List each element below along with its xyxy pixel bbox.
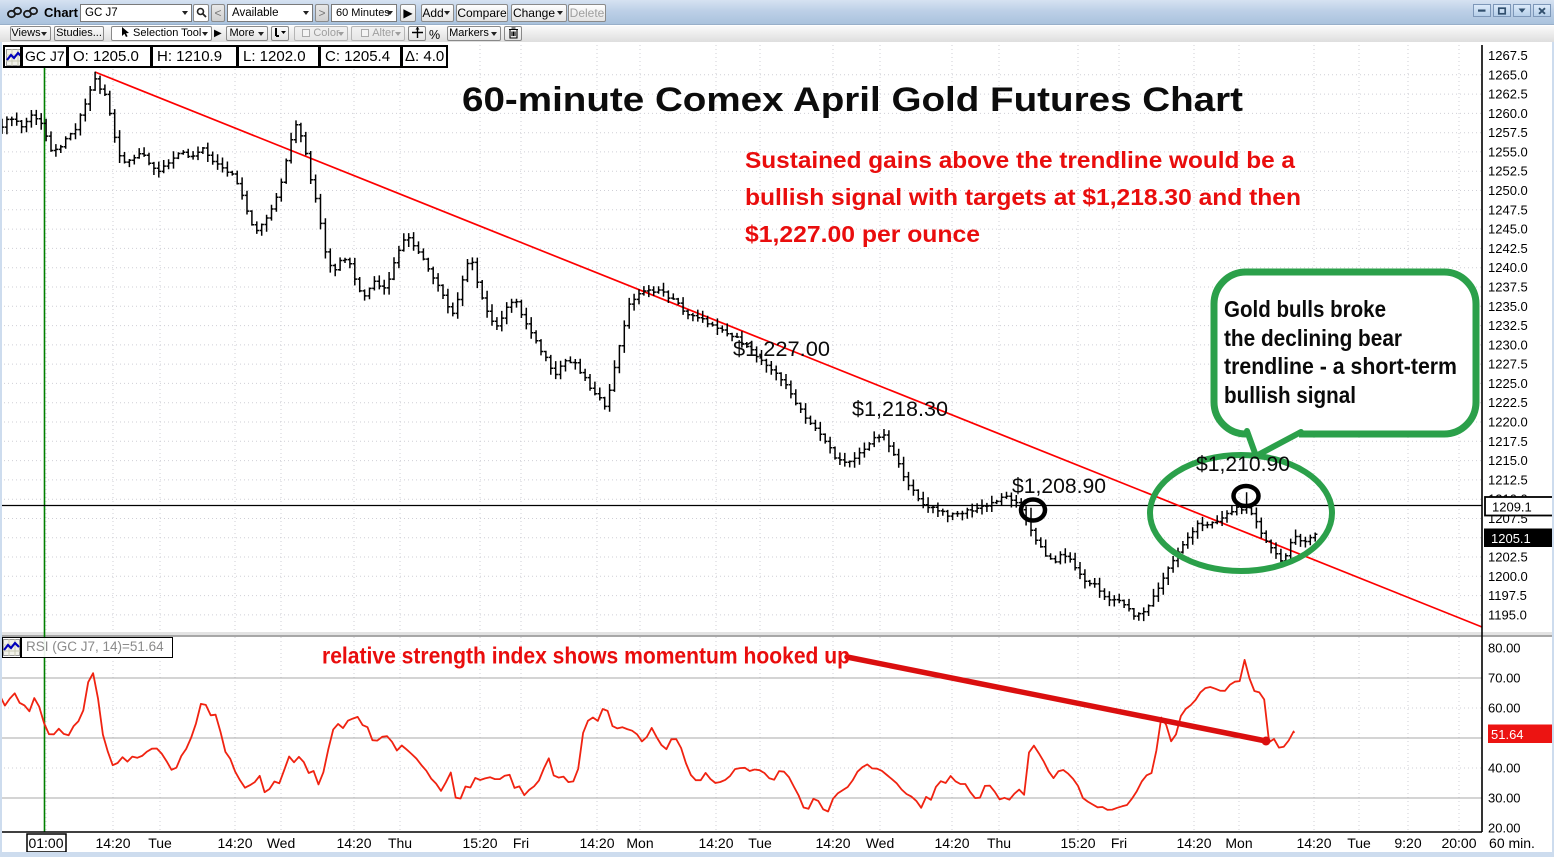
svg-text:70.00: 70.00	[1488, 671, 1521, 686]
svg-text:60-minute Comex April Gold Fut: 60-minute Comex April Gold Futures Chart	[462, 81, 1243, 119]
svg-text:Gold bulls broke: Gold bulls broke	[1224, 296, 1386, 322]
svg-text:$1,227.00 per ounce: $1,227.00 per ounce	[745, 221, 980, 247]
svg-text:1265.0: 1265.0	[1488, 67, 1528, 82]
svg-text:1217.5: 1217.5	[1488, 434, 1528, 449]
svg-text:60.00: 60.00	[1488, 701, 1521, 716]
svg-text:1197.5: 1197.5	[1488, 588, 1527, 603]
svg-text:trendline - a short-term: trendline - a short-term	[1224, 353, 1457, 379]
svg-text:$1,210.90: $1,210.90	[1196, 453, 1290, 476]
svg-text:Wed: Wed	[866, 835, 895, 851]
svg-text:$1,227.00: $1,227.00	[733, 338, 830, 361]
svg-text:1247.5: 1247.5	[1488, 202, 1528, 217]
svg-text:1255.0: 1255.0	[1488, 144, 1528, 159]
svg-text:51.64: 51.64	[1491, 727, 1524, 742]
svg-text:Mon: Mon	[1225, 835, 1252, 851]
svg-text:1250.0: 1250.0	[1488, 183, 1528, 198]
svg-text:60 min.: 60 min.	[1489, 835, 1535, 851]
svg-text:14:20: 14:20	[95, 835, 130, 851]
svg-text:1209.1: 1209.1	[1492, 500, 1532, 515]
svg-text:40.00: 40.00	[1488, 761, 1521, 776]
svg-text:Tue: Tue	[148, 835, 172, 851]
svg-text:Thu: Thu	[388, 835, 412, 851]
svg-text:14:20: 14:20	[1176, 835, 1211, 851]
svg-text:1240.0: 1240.0	[1488, 260, 1528, 275]
svg-text:$1,208.90: $1,208.90	[1012, 475, 1106, 498]
svg-text:relative strength index shows: relative strength index shows momentum h…	[322, 643, 850, 669]
svg-text:Tue: Tue	[1347, 835, 1371, 851]
svg-text:$1,218.30: $1,218.30	[852, 398, 948, 421]
svg-text:Fri: Fri	[1111, 835, 1127, 851]
svg-text:1195.0: 1195.0	[1488, 607, 1527, 622]
svg-text:1215.0: 1215.0	[1488, 453, 1528, 468]
svg-text:1227.5: 1227.5	[1488, 357, 1528, 372]
svg-text:14:20: 14:20	[1296, 835, 1331, 851]
svg-text:1260.0: 1260.0	[1488, 106, 1528, 121]
svg-text:Thu: Thu	[987, 835, 1011, 851]
svg-text:15:20: 15:20	[462, 835, 497, 851]
svg-text:1212.5: 1212.5	[1488, 472, 1528, 487]
svg-text:1237.5: 1237.5	[1488, 280, 1528, 295]
svg-text:1220.0: 1220.0	[1488, 415, 1528, 430]
svg-text:Fri: Fri	[513, 835, 529, 851]
svg-text:01:00: 01:00	[28, 835, 63, 851]
svg-text:1205.1: 1205.1	[1491, 531, 1531, 546]
svg-text:1200.0: 1200.0	[1488, 569, 1528, 584]
svg-text:80.00: 80.00	[1488, 641, 1521, 656]
svg-text:14:20: 14:20	[698, 835, 733, 851]
svg-text:1232.5: 1232.5	[1488, 318, 1528, 333]
svg-text:1245.0: 1245.0	[1488, 222, 1528, 237]
svg-text:14:20: 14:20	[579, 835, 614, 851]
svg-text:1225.0: 1225.0	[1488, 376, 1528, 391]
svg-text:1262.5: 1262.5	[1488, 87, 1528, 102]
svg-text:1230.0: 1230.0	[1488, 337, 1528, 352]
svg-text:bullish signal: bullish signal	[1224, 382, 1356, 408]
svg-text:bullish signal with targets at: bullish signal with targets at $1,218.30…	[745, 184, 1301, 210]
svg-text:9:20: 9:20	[1394, 835, 1421, 851]
svg-text:30.00: 30.00	[1488, 791, 1521, 806]
svg-text:1252.5: 1252.5	[1488, 164, 1528, 179]
svg-text:1202.5: 1202.5	[1488, 550, 1528, 565]
svg-text:the declining bear: the declining bear	[1224, 325, 1402, 351]
svg-text:1257.5: 1257.5	[1488, 125, 1528, 140]
svg-text:14:20: 14:20	[217, 835, 252, 851]
svg-text:Mon: Mon	[626, 835, 653, 851]
svg-text:Sustained gains above the tren: Sustained gains above the trendline woul…	[745, 147, 1295, 173]
svg-text:15:20: 15:20	[1060, 835, 1095, 851]
svg-text:Tue: Tue	[748, 835, 772, 851]
svg-text:14:20: 14:20	[336, 835, 371, 851]
svg-text:1222.5: 1222.5	[1488, 395, 1528, 410]
svg-text:14:20: 14:20	[934, 835, 969, 851]
svg-text:1235.0: 1235.0	[1488, 299, 1528, 314]
svg-text:1242.5: 1242.5	[1488, 241, 1528, 256]
svg-text:1267.5: 1267.5	[1488, 48, 1528, 63]
svg-text:Wed: Wed	[267, 835, 296, 851]
svg-text:20.00: 20.00	[1488, 821, 1521, 836]
svg-text:20:00: 20:00	[1441, 835, 1476, 851]
svg-text:14:20: 14:20	[815, 835, 850, 851]
